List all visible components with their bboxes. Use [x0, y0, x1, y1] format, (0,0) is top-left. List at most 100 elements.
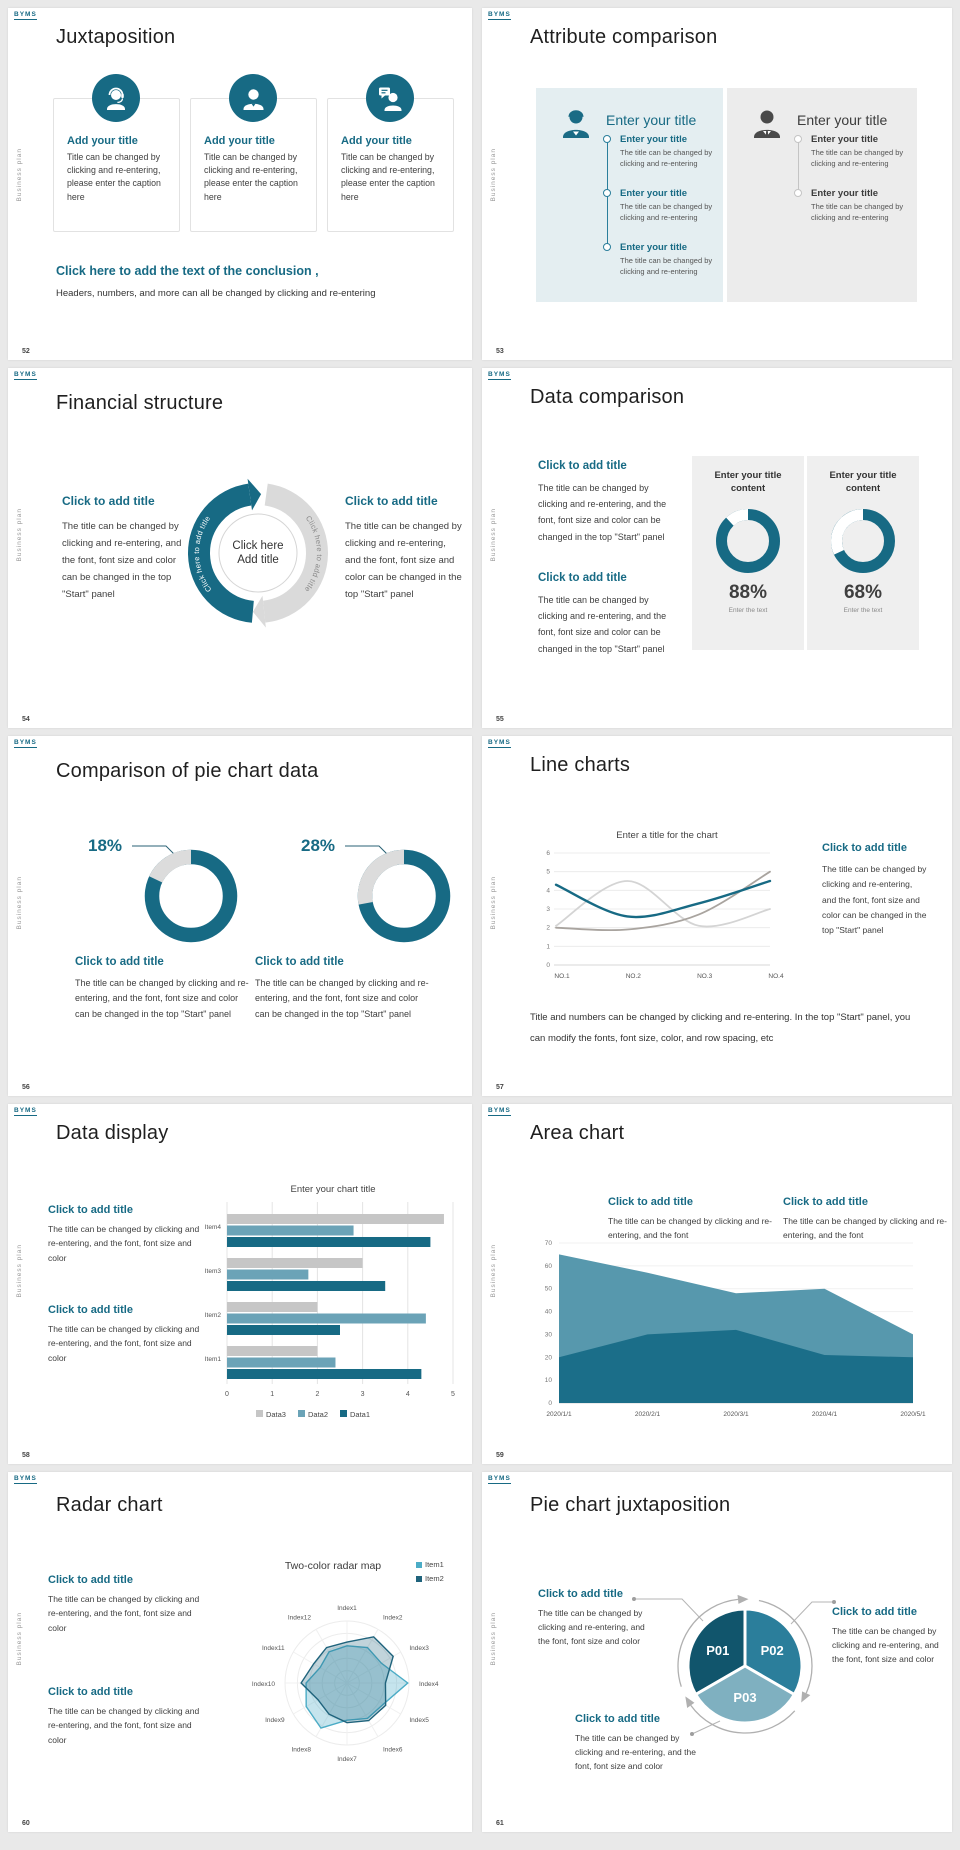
section-heading: Click to add title: [575, 1713, 660, 1725]
timeline-item: Enter your title The title can be change…: [603, 242, 718, 278]
slide-60-radar-chart[interactable]: BYMS Business plan Radar chart Click to …: [8, 1472, 472, 1832]
legend-label: Data1: [350, 1410, 371, 1419]
svg-text:P02: P02: [761, 1643, 784, 1658]
sidebar-vertical-label: Business plan: [490, 876, 497, 930]
page-number: 54: [22, 716, 30, 723]
svg-text:6: 6: [546, 850, 550, 857]
section-heading: Click to add title: [62, 494, 155, 508]
chart-caption: Title and numbers can be changed by clic…: [530, 1012, 911, 1044]
timeline-item-title: Enter your title: [811, 134, 879, 145]
svg-text:Item1: Item1: [205, 1356, 222, 1363]
page-number: 52: [22, 348, 30, 355]
svg-text:Index7: Index7: [337, 1756, 357, 1763]
section-heading: Click to add title: [48, 1304, 133, 1316]
chart-title: Two-color radar map: [284, 1560, 382, 1572]
section-heading: Click to add title: [48, 1574, 133, 1586]
slide-54-financial-structure[interactable]: BYMS Business plan Financial structure C…: [8, 368, 472, 728]
section-body: The title can be changed by clicking and…: [48, 1594, 200, 1633]
legend-label: Item1: [425, 1560, 444, 1569]
svg-text:Index6: Index6: [383, 1746, 403, 1753]
brand-logo: BYMS: [488, 1107, 511, 1116]
section-body: The title can be changed by clicking and…: [62, 521, 182, 601]
legend-swatch: [255, 1410, 263, 1417]
section-body: The title can be changed by clicking and…: [538, 1608, 645, 1647]
svg-text:0: 0: [548, 1400, 552, 1407]
page-number: 57: [496, 1084, 504, 1091]
section-body: The title can be changed by clicking and…: [48, 1706, 200, 1745]
timeline-item: Enter your title The title can be change…: [794, 188, 909, 224]
chat-person-icon: [366, 74, 414, 122]
woman-icon: [556, 104, 596, 144]
section-heading: Click to add title: [538, 572, 627, 584]
svg-text:Index2: Index2: [383, 1615, 403, 1622]
legend-item: Data2: [297, 1410, 328, 1419]
svg-text:Index3: Index3: [409, 1645, 429, 1652]
svg-text:NO.3: NO.3: [697, 973, 713, 980]
svg-text:Click here: Click here: [232, 540, 283, 552]
brand-logo: BYMS: [14, 371, 37, 380]
section-body: The title can be changed by clicking and…: [538, 483, 667, 542]
timeline-item-title: Enter your title: [620, 134, 688, 145]
svg-text:10: 10: [545, 1377, 553, 1384]
chart-title: Enter a title for the chart: [616, 830, 718, 841]
slide-57-line-charts[interactable]: BYMS Business plan Line charts Enter a t…: [482, 736, 952, 1096]
timeline-item-title: Enter your title: [620, 188, 688, 199]
brand-logo: BYMS: [14, 739, 37, 748]
section-heading: Click to add title: [48, 1204, 133, 1216]
brand-logo: BYMS: [488, 11, 511, 20]
card-body: Title can be changed by clicking and re-…: [67, 152, 161, 202]
section-body: The title can be changed by clicking and…: [783, 1216, 947, 1241]
timeline-item: Enter your title The title can be change…: [794, 134, 909, 170]
timeline-item: Enter your title The title can be change…: [603, 134, 718, 170]
slide-56-pie-comparison[interactable]: BYMS Business plan Comparison of pie cha…: [8, 736, 472, 1096]
svg-text:Index5: Index5: [409, 1717, 429, 1724]
section-body: The title can be changed by clicking and…: [575, 1733, 696, 1772]
brand-logo: BYMS: [488, 739, 511, 748]
section-heading: Click to add title: [608, 1196, 693, 1208]
section-body: The title can be changed by clicking and…: [832, 1626, 939, 1665]
svg-text:Add title: Add title: [237, 554, 279, 566]
kpi-caption: Enter the text: [728, 606, 768, 614]
svg-text:2020/3/1: 2020/3/1: [723, 1411, 749, 1418]
kpi-percent: 68%: [843, 581, 883, 603]
area-chart: 0 10 20 30 40 50 60 70 2020/1/1 2020/2/1 2020/3/1 2…: [512, 1232, 932, 1424]
slide-59-area-chart[interactable]: BYMS Business plan Area chart Click to a…: [482, 1104, 952, 1464]
svg-text:60: 60: [545, 1263, 553, 1270]
timeline-item-body: The title can be changed by clicking and…: [811, 148, 904, 169]
slide-55-data-comparison[interactable]: BYMS Business plan Data comparison Click…: [482, 368, 952, 728]
svg-text:NO.1: NO.1: [554, 973, 570, 980]
svg-text:1: 1: [546, 943, 550, 950]
timeline-item-title: Enter your title: [620, 242, 688, 253]
slide-58-data-display[interactable]: BYMS Business plan Data display Click to…: [8, 1104, 472, 1464]
legend-swatch: [340, 1410, 347, 1417]
panel-heading: Enter your title: [606, 112, 697, 128]
legend-item: Item1: [416, 1560, 444, 1569]
slide-61-pie-juxtaposition[interactable]: BYMS Business plan Pie chart juxtapositi…: [482, 1472, 952, 1832]
svg-text:P01: P01: [706, 1643, 729, 1658]
slide-title: Radar chart: [56, 1494, 163, 1516]
svg-text:2020/1/1: 2020/1/1: [546, 1411, 572, 1418]
card-body: Title can be changed by clicking and re-…: [341, 152, 435, 202]
section-body: The title can be changed by clicking and…: [48, 1324, 200, 1363]
svg-text:4: 4: [406, 1391, 410, 1398]
svg-text:30: 30: [545, 1331, 553, 1338]
svg-text:Index10: Index10: [252, 1681, 276, 1688]
section-body: The title can be changed by clicking and…: [608, 1216, 772, 1241]
slide-title: Comparison of pie chart data: [56, 760, 319, 782]
section-heading: Click to add title: [538, 1588, 623, 1600]
section-heading: Click to add title: [345, 494, 438, 508]
slide-52-juxtaposition[interactable]: BYMS Business plan Juxtaposition Add you…: [8, 8, 472, 360]
svg-text:Index12: Index12: [288, 1615, 312, 1622]
timeline-item: Enter your title The title can be change…: [603, 188, 718, 224]
svg-text:2: 2: [315, 1391, 319, 1398]
circular-arrows-diagram: Click here to add title Click here to add…: [173, 468, 343, 638]
svg-text:3: 3: [361, 1391, 365, 1398]
legend-swatch: [297, 1410, 305, 1417]
svg-text:3: 3: [546, 906, 550, 913]
brand-logo: BYMS: [488, 1475, 511, 1484]
slide-53-attribute-comparison[interactable]: BYMS Business plan Attribute comparison …: [482, 8, 952, 360]
kpi-caption: Enter the text: [843, 606, 883, 614]
headset-person-icon: [92, 74, 140, 122]
page-number: 58: [22, 1452, 30, 1459]
